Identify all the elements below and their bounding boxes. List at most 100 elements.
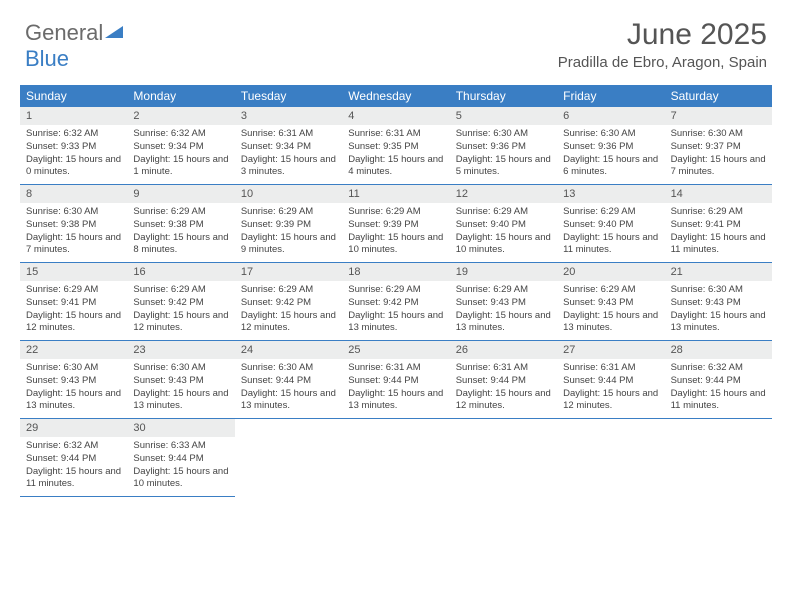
calendar-cell-empty [665,419,772,497]
calendar-cell: 17Sunrise: 6:29 AMSunset: 9:42 PMDayligh… [235,263,342,341]
weekday-header: Saturday [665,85,772,107]
calendar-cell: 3Sunrise: 6:31 AMSunset: 9:34 PMDaylight… [235,107,342,185]
daylight-line: Daylight: 15 hours and 13 minutes. [241,388,336,414]
calendar-cell: 1Sunrise: 6:32 AMSunset: 9:33 PMDaylight… [20,107,127,185]
calendar-cell: 18Sunrise: 6:29 AMSunset: 9:42 PMDayligh… [342,263,449,341]
sunset-line: Sunset: 9:41 PM [26,297,121,310]
sunrise-line: Sunrise: 6:29 AM [563,284,658,297]
day-number: 24 [235,341,342,359]
day-details: Sunrise: 6:30 AMSunset: 9:44 PMDaylight:… [235,359,342,413]
sunset-line: Sunset: 9:36 PM [563,141,658,154]
day-details: Sunrise: 6:31 AMSunset: 9:44 PMDaylight:… [450,359,557,413]
daylight-line: Daylight: 15 hours and 1 minute. [133,154,228,180]
sunset-line: Sunset: 9:33 PM [26,141,121,154]
daylight-line: Daylight: 15 hours and 3 minutes. [241,154,336,180]
page-title: June 2025 [558,18,767,52]
sunrise-line: Sunrise: 6:30 AM [26,362,121,375]
day-details: Sunrise: 6:29 AMSunset: 9:41 PMDaylight:… [20,281,127,335]
day-details: Sunrise: 6:29 AMSunset: 9:39 PMDaylight:… [235,203,342,257]
calendar-header-row: SundayMondayTuesdayWednesdayThursdayFrid… [20,85,772,107]
weekday-header: Tuesday [235,85,342,107]
day-details: Sunrise: 6:30 AMSunset: 9:36 PMDaylight:… [557,125,664,179]
day-number: 18 [342,263,449,281]
calendar-cell-empty [342,419,449,497]
daylight-line: Daylight: 15 hours and 5 minutes. [456,154,551,180]
sunset-line: Sunset: 9:38 PM [133,219,228,232]
day-number: 7 [665,107,772,125]
sunset-line: Sunset: 9:42 PM [133,297,228,310]
daylight-line: Daylight: 15 hours and 12 minutes. [563,388,658,414]
day-number: 9 [127,185,234,203]
sunrise-line: Sunrise: 6:29 AM [241,284,336,297]
weekday-header: Friday [557,85,664,107]
sunset-line: Sunset: 9:36 PM [456,141,551,154]
sunrise-line: Sunrise: 6:29 AM [133,284,228,297]
day-number: 4 [342,107,449,125]
logo-word1: General [25,20,103,45]
sunset-line: Sunset: 9:44 PM [348,375,443,388]
day-number: 29 [20,419,127,437]
sunrise-line: Sunrise: 6:32 AM [671,362,766,375]
day-number: 26 [450,341,557,359]
location-text: Pradilla de Ebro, Aragon, Spain [558,54,767,71]
day-number: 2 [127,107,234,125]
weekday-header: Thursday [450,85,557,107]
day-details: Sunrise: 6:29 AMSunset: 9:38 PMDaylight:… [127,203,234,257]
calendar-cell: 21Sunrise: 6:30 AMSunset: 9:43 PMDayligh… [665,263,772,341]
day-details: Sunrise: 6:29 AMSunset: 9:43 PMDaylight:… [450,281,557,335]
sunrise-line: Sunrise: 6:30 AM [671,128,766,141]
day-details: Sunrise: 6:30 AMSunset: 9:43 PMDaylight:… [127,359,234,413]
day-number: 8 [20,185,127,203]
sunset-line: Sunset: 9:44 PM [241,375,336,388]
sunrise-line: Sunrise: 6:29 AM [456,284,551,297]
daylight-line: Daylight: 15 hours and 8 minutes. [133,232,228,258]
calendar-cell: 26Sunrise: 6:31 AMSunset: 9:44 PMDayligh… [450,341,557,419]
sunrise-line: Sunrise: 6:29 AM [241,206,336,219]
daylight-line: Daylight: 15 hours and 10 minutes. [348,232,443,258]
calendar-cell: 11Sunrise: 6:29 AMSunset: 9:39 PMDayligh… [342,185,449,263]
logo-word2: Blue [25,46,69,71]
daylight-line: Daylight: 15 hours and 13 minutes. [348,310,443,336]
sunrise-line: Sunrise: 6:31 AM [241,128,336,141]
sunset-line: Sunset: 9:38 PM [26,219,121,232]
day-details: Sunrise: 6:31 AMSunset: 9:44 PMDaylight:… [557,359,664,413]
day-details: Sunrise: 6:30 AMSunset: 9:36 PMDaylight:… [450,125,557,179]
day-number: 17 [235,263,342,281]
sunset-line: Sunset: 9:43 PM [563,297,658,310]
daylight-line: Daylight: 15 hours and 11 minutes. [671,232,766,258]
calendar-cell: 25Sunrise: 6:31 AMSunset: 9:44 PMDayligh… [342,341,449,419]
calendar-cell-empty [235,419,342,497]
daylight-line: Daylight: 15 hours and 11 minutes. [26,466,121,492]
day-number: 6 [557,107,664,125]
calendar-cell: 5Sunrise: 6:30 AMSunset: 9:36 PMDaylight… [450,107,557,185]
day-number: 22 [20,341,127,359]
daylight-line: Daylight: 15 hours and 13 minutes. [456,310,551,336]
sunset-line: Sunset: 9:42 PM [241,297,336,310]
sunset-line: Sunset: 9:43 PM [133,375,228,388]
day-number: 30 [127,419,234,437]
daylight-line: Daylight: 15 hours and 11 minutes. [563,232,658,258]
calendar-cell: 30Sunrise: 6:33 AMSunset: 9:44 PMDayligh… [127,419,234,497]
calendar: SundayMondayTuesdayWednesdayThursdayFrid… [20,85,772,497]
sunrise-line: Sunrise: 6:29 AM [456,206,551,219]
day-details: Sunrise: 6:29 AMSunset: 9:40 PMDaylight:… [557,203,664,257]
logo-triangle-icon [105,26,123,38]
logo: General Blue [25,20,123,72]
day-number: 5 [450,107,557,125]
daylight-line: Daylight: 15 hours and 13 minutes. [133,388,228,414]
calendar-cell: 2Sunrise: 6:32 AMSunset: 9:34 PMDaylight… [127,107,234,185]
daylight-line: Daylight: 15 hours and 7 minutes. [26,232,121,258]
calendar-cell: 28Sunrise: 6:32 AMSunset: 9:44 PMDayligh… [665,341,772,419]
calendar-cell: 24Sunrise: 6:30 AMSunset: 9:44 PMDayligh… [235,341,342,419]
day-number: 23 [127,341,234,359]
calendar-cell: 29Sunrise: 6:32 AMSunset: 9:44 PMDayligh… [20,419,127,497]
sunset-line: Sunset: 9:44 PM [133,453,228,466]
day-number: 21 [665,263,772,281]
daylight-line: Daylight: 15 hours and 11 minutes. [671,388,766,414]
day-number: 25 [342,341,449,359]
daylight-line: Daylight: 15 hours and 13 minutes. [563,310,658,336]
day-number: 1 [20,107,127,125]
weekday-header: Sunday [20,85,127,107]
day-details: Sunrise: 6:30 AMSunset: 9:43 PMDaylight:… [20,359,127,413]
daylight-line: Daylight: 15 hours and 9 minutes. [241,232,336,258]
